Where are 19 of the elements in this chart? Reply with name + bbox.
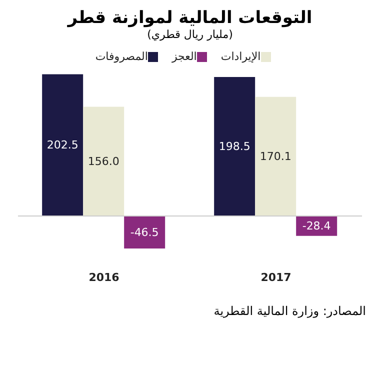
text: المصادر: وزارة المالية القطرية (212, 303, 367, 320)
legend-label: الإيرادات (220, 50, 261, 63)
chart-subtitle: (مليار ريال قطري) (146, 28, 234, 41)
data-label: -28.4 (302, 219, 331, 232)
bar (42, 74, 84, 216)
data-label: 198.5 (218, 140, 250, 154)
data-label: -46.5 (130, 226, 159, 239)
bar (214, 77, 256, 216)
legend-label: المصروفات (95, 50, 148, 63)
data-label: 170.1 (260, 150, 292, 163)
data-label: 156.0 (88, 154, 120, 168)
bar (255, 96, 296, 216)
x-tick-label: 2016 (88, 270, 120, 284)
x-tick-label: 2017 (260, 270, 292, 284)
chart-title: التوقعات المالية لموازنة قطر (66, 8, 314, 28)
legend-label: العجز (172, 50, 197, 63)
bar (83, 106, 124, 216)
bar (124, 216, 166, 249)
data-label: 202.5 (46, 138, 78, 152)
